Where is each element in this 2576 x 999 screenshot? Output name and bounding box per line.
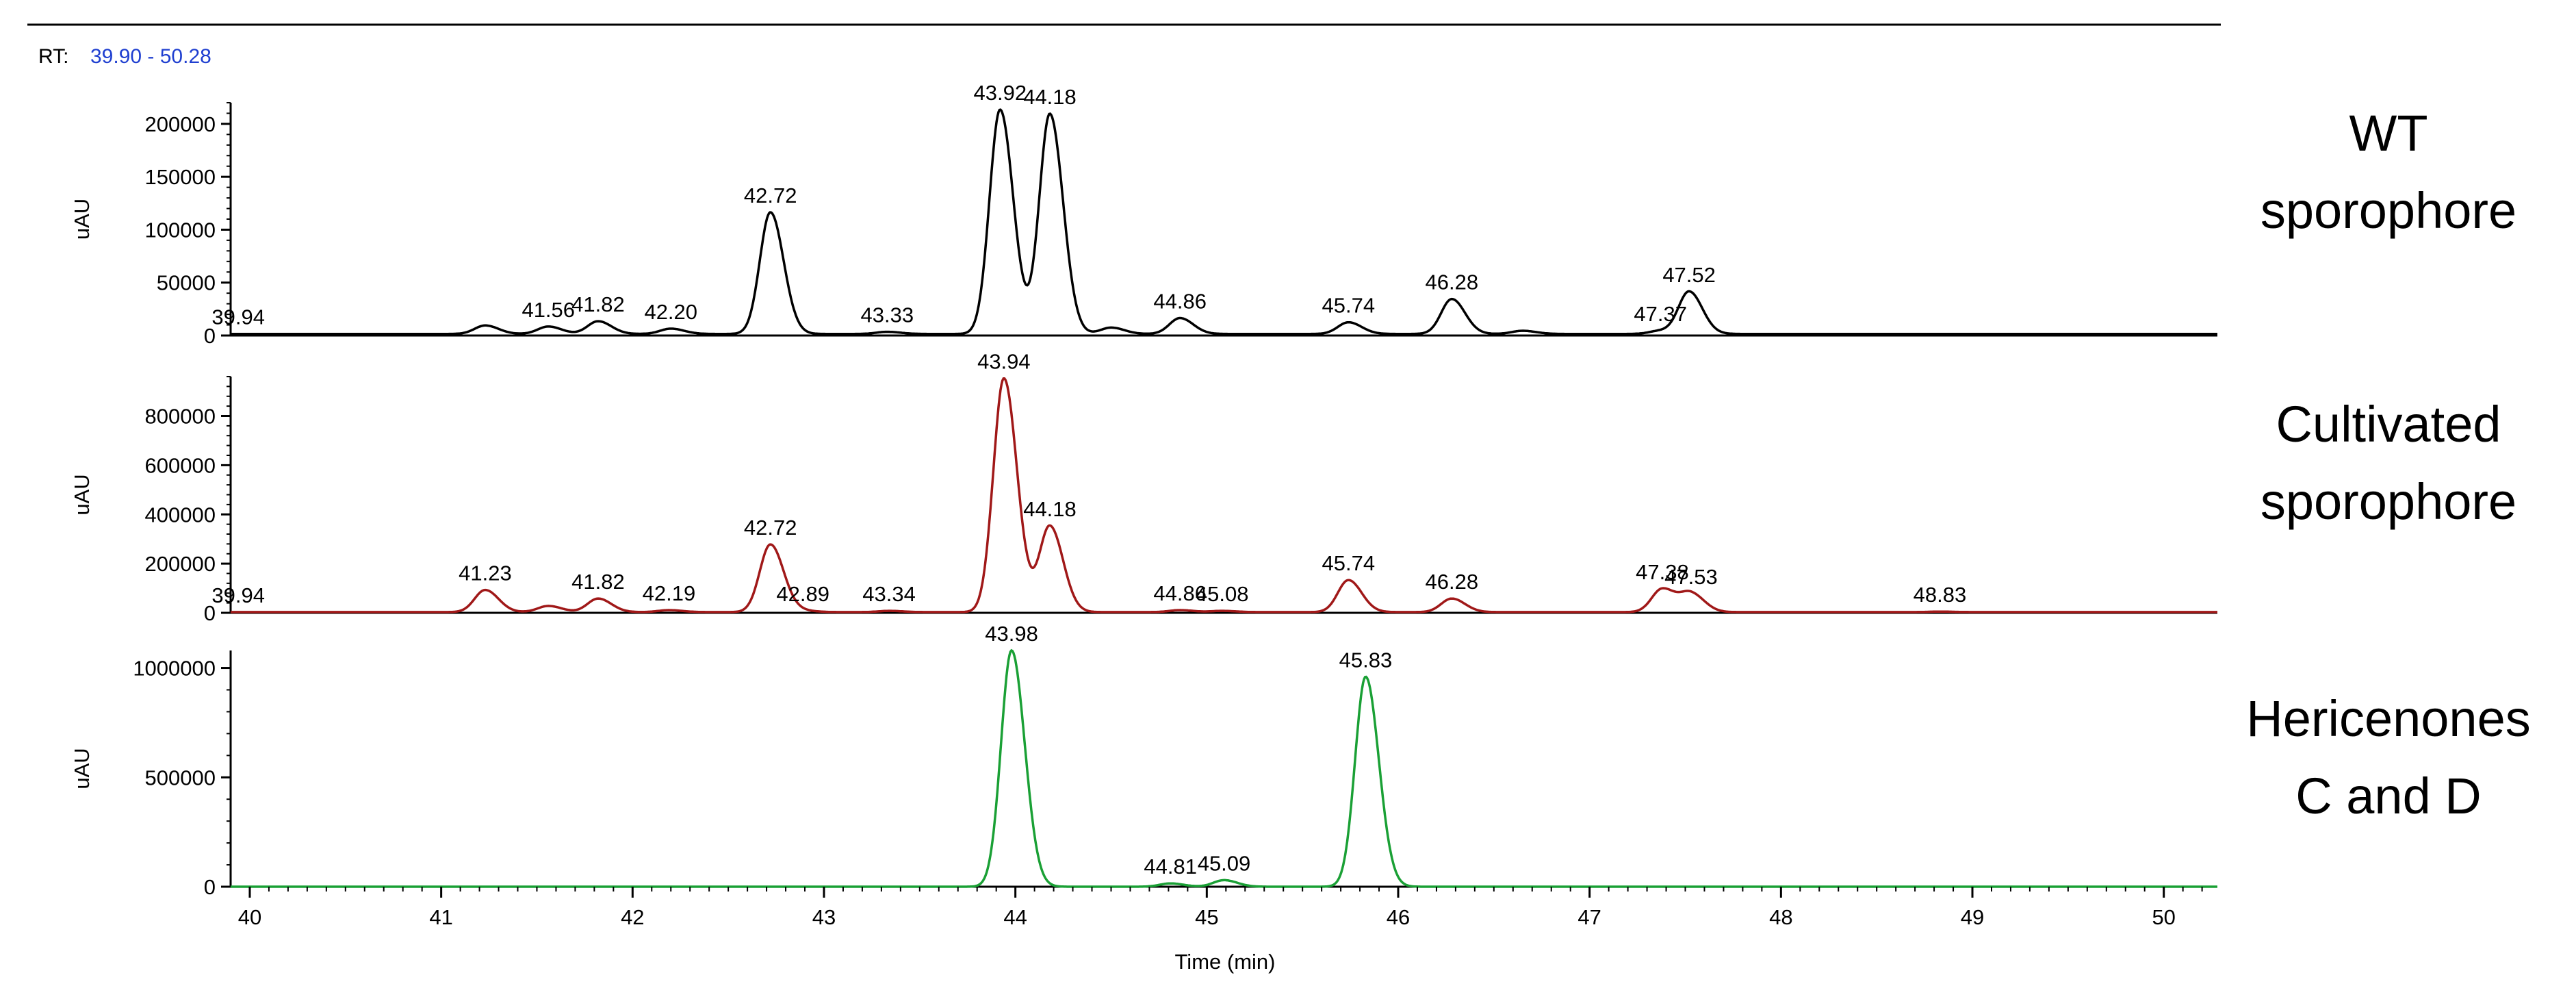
peak-label: 41.82: [571, 292, 625, 316]
peak-label: 44.18: [1023, 497, 1077, 521]
trace-name-label: Cultivated: [2276, 396, 2501, 453]
peak-label: 45.74: [1322, 551, 1375, 575]
peak-label: 42.20: [644, 300, 697, 324]
x-tick-label: 40: [238, 905, 261, 929]
peak-label: 41.56: [521, 298, 575, 322]
x-tick-label: 45: [1195, 905, 1218, 929]
y-tick-label: 100000: [145, 218, 216, 242]
peak-label: 45.08: [1196, 582, 1249, 606]
x-tick-label: 41: [429, 905, 452, 929]
x-axis: 40 41 42 43 44 45 46 47 48 49 50: [238, 887, 2203, 929]
peak-label: 39.94: [211, 305, 265, 329]
trace-name-label: WT: [2349, 105, 2427, 162]
peak-label: 44.81: [1144, 855, 1197, 878]
peak-label: 47.37: [1634, 302, 1687, 326]
rt-range-text: 39.90 - 50.28: [90, 45, 211, 68]
peak-label: 44.86: [1153, 290, 1207, 314]
peak-label: 47.53: [1664, 565, 1718, 589]
panel-2: 0 200000 400000 600000 800000 uAU 39.94 41.23 41…: [70, 350, 2516, 625]
y-tick-label: 400000: [145, 503, 216, 527]
peak-label: 46.28: [1426, 570, 1479, 594]
y-tick-label: 0: [204, 875, 216, 899]
x-axis-label: Time (min): [1175, 950, 1276, 974]
x-tick-label: 48: [1769, 905, 1792, 929]
y-axis-label: uAU: [70, 474, 94, 515]
y-tick-label: 1000000: [133, 657, 216, 681]
trace-line: [231, 108, 2217, 336]
trace-name-label: Hericenones: [2246, 690, 2530, 747]
y-axis-label: uAU: [70, 199, 94, 240]
x-tick-label: 47: [1577, 905, 1601, 929]
peak-label: 44.86: [1153, 581, 1207, 605]
x-tick-label: 43: [812, 905, 836, 929]
peak-label: 46.28: [1426, 270, 1479, 294]
y-tick-label: 200000: [145, 552, 216, 576]
peak-label: 44.18: [1023, 85, 1077, 109]
trace-name-label: sporophore: [2261, 473, 2516, 530]
y-tick-label: 50000: [157, 271, 216, 295]
rt-label: RT:: [38, 45, 68, 68]
peak-label: 39.94: [211, 583, 265, 607]
peak-label: 42.19: [643, 581, 696, 605]
panel-3: 0 500000 1000000 uAU 43.98 44.81 45.09 45.83 Her…: [70, 622, 2531, 899]
y-tick-label: 800000: [145, 405, 216, 429]
x-tick-label: 44: [1003, 905, 1027, 929]
peak-label: 43.34: [862, 582, 916, 606]
trace-name-label: C and D: [2295, 768, 2481, 824]
trace-name-label: sporophore: [2261, 182, 2516, 239]
x-tick-label: 46: [1387, 905, 1410, 929]
x-tick-label: 50: [2152, 905, 2175, 929]
peak-label: 42.72: [744, 184, 797, 207]
peak-label: 43.94: [977, 350, 1031, 374]
peak-label: 42.89: [776, 582, 829, 606]
y-tick-label: 600000: [145, 453, 216, 477]
peak-label: 48.83: [1914, 583, 1967, 607]
y-tick-label: 150000: [145, 165, 216, 189]
trace-line: [231, 377, 2217, 614]
x-tick-label: 49: [1961, 905, 1984, 929]
panel-1: 0 50000 100000 150000 200000 uAU 39.94 41.5641.…: [70, 81, 2516, 348]
trace-line: [231, 648, 2217, 888]
peak-label: 43.98: [985, 622, 1038, 646]
peak-label: 47.38: [1636, 560, 1689, 584]
y-tick-label: 0: [204, 601, 216, 625]
peak-label: 45.09: [1198, 851, 1251, 875]
peak-label: 43.33: [860, 303, 914, 327]
y-tick-label: 200000: [145, 112, 216, 136]
peak-label: 43.92: [973, 81, 1027, 105]
peak-label: 42.72: [744, 516, 797, 540]
peak-label: 47.52: [1662, 263, 1716, 287]
peak-label: 41.23: [459, 561, 512, 585]
y-axis-label: uAU: [70, 748, 94, 789]
y-tick-label: 500000: [145, 766, 216, 789]
peak-label: 41.82: [571, 570, 625, 594]
x-tick-label: 42: [621, 905, 644, 929]
peak-label: 45.83: [1339, 648, 1393, 672]
y-tick-label: 0: [204, 324, 216, 348]
peak-label: 45.74: [1322, 294, 1375, 318]
